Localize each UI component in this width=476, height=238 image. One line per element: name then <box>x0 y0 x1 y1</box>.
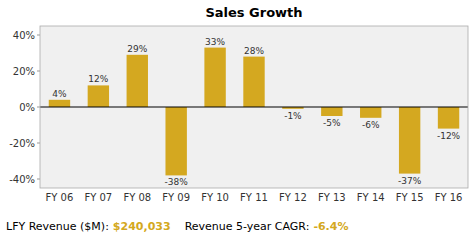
zero-line <box>40 106 468 107</box>
data-label: 28% <box>244 46 264 56</box>
data-label: -37% <box>398 176 422 186</box>
data-label: -38% <box>165 177 189 187</box>
footer-text: -6.4% <box>313 220 348 233</box>
footer-text: LFY Revenue ($M): <box>6 220 109 233</box>
bar <box>321 107 342 116</box>
data-label: -12% <box>437 131 461 141</box>
data-label: 12% <box>88 74 108 84</box>
bar <box>165 107 186 175</box>
x-tick-label: FY 09 <box>162 192 190 203</box>
y-tick-label: -40% <box>9 174 35 185</box>
bar <box>399 107 420 174</box>
bar <box>204 48 225 107</box>
chart: Sales Growth -40% -20% 0% 20% 40% 4% 12% 29% -38%… <box>0 0 476 238</box>
bar <box>243 57 264 107</box>
y-tick-label: 20% <box>13 66 35 77</box>
footer-text: $240,033 <box>113 220 171 233</box>
bar <box>127 55 148 107</box>
x-tick-label: FY 13 <box>318 192 346 203</box>
plot-frame <box>40 26 468 188</box>
title: Sales Growth <box>205 5 302 20</box>
data-label: -1% <box>284 111 302 121</box>
x-tick-label: FY 14 <box>357 192 385 203</box>
x-tick-label: FY 08 <box>123 192 151 203</box>
x-tick-label: FY 16 <box>435 192 463 203</box>
data-label: 29% <box>127 44 147 54</box>
y-tick <box>37 143 40 144</box>
y-tick <box>37 35 40 36</box>
bar <box>88 85 109 107</box>
data-label: 4% <box>52 89 67 99</box>
data-label: -5% <box>323 118 341 128</box>
y-tick <box>37 71 40 72</box>
x-tick-label: FY 07 <box>84 192 112 203</box>
footer-text: Revenue 5-year CAGR: <box>185 220 310 233</box>
x-tick-label: FY 15 <box>396 192 424 203</box>
y-tick-label: 0% <box>19 102 35 113</box>
data-label: 33% <box>205 37 225 47</box>
bars <box>49 48 459 176</box>
y-tick <box>37 107 40 108</box>
x-tick-label: FY 11 <box>240 192 268 203</box>
plot-background <box>40 26 468 188</box>
bar <box>360 107 381 118</box>
y-tick-label: 40% <box>13 30 35 41</box>
x-tick-label: FY 10 <box>201 192 229 203</box>
bar <box>438 107 459 129</box>
x-tick-label: FY 12 <box>279 192 307 203</box>
y-tick <box>37 179 40 180</box>
x-tick-label: FY 06 <box>46 192 74 203</box>
y-tick-label: -20% <box>9 138 35 149</box>
data-label: -6% <box>362 120 380 130</box>
bar <box>49 100 70 107</box>
